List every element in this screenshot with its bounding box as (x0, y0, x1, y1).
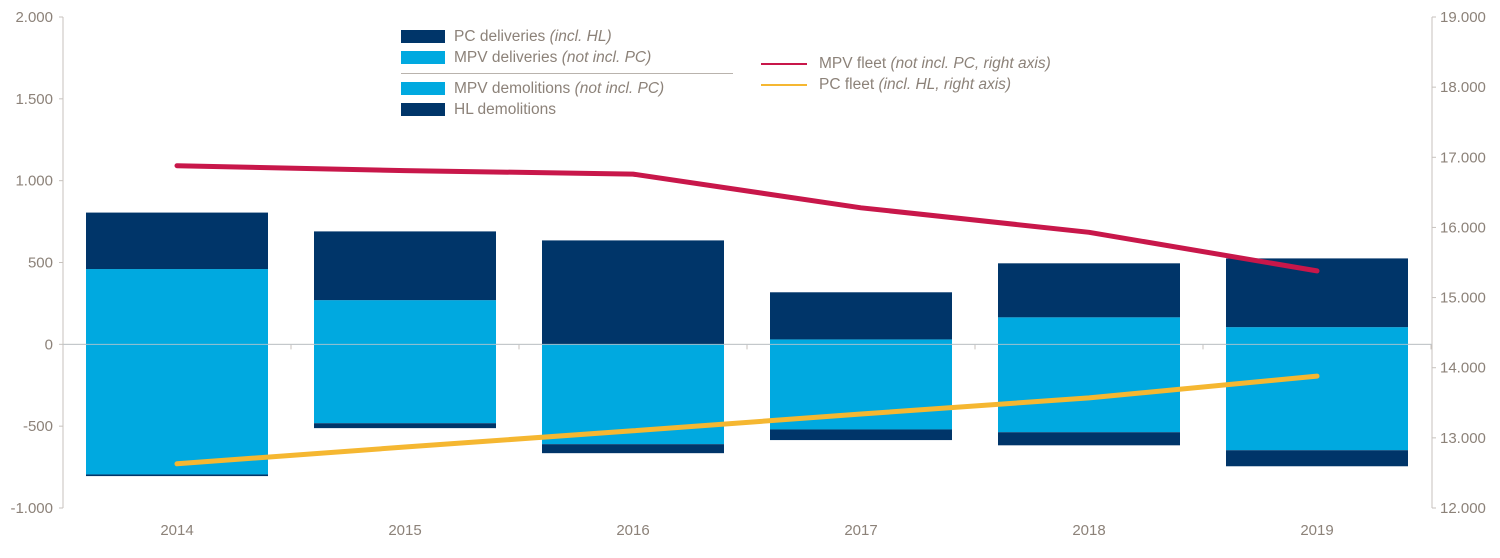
legend-divider (401, 73, 733, 74)
bar-hl-demolitions-2018 (998, 432, 1180, 446)
bar-hl-demolitions-2016 (542, 444, 724, 454)
bar-pc-deliveries-2014 (86, 212, 268, 270)
x-axis-tick-labels: 2014 2015 2016 2017 2018 2019 (160, 522, 1333, 539)
left-axis-tick-label: 500 (28, 255, 53, 272)
lines (174, 163, 1320, 467)
legend-swatch-pc-deliveries (401, 30, 445, 43)
bar-hl-demolitions-2015 (314, 423, 496, 429)
legend-item-pc-fleet: PC fleet (incl. HL, right axis) (761, 74, 1051, 95)
legend-label: HL demolitions (454, 100, 556, 118)
line-mpv-fleet (174, 163, 1320, 274)
x-axis-tick-label: 2014 (160, 522, 193, 539)
bar-mpv-deliveries-2015 (314, 300, 496, 345)
right-axis-tick-label: 18.000 (1440, 79, 1486, 96)
right-axis-tick-label: 14.000 (1440, 360, 1486, 377)
x-axis-tick-label: 2019 (1300, 522, 1333, 539)
bar-mpv-deliveries-2018 (998, 317, 1180, 345)
legend-label: MPV deliveries (454, 48, 558, 66)
left-axis-tick-label: 1.500 (15, 91, 53, 108)
left-axis-tick-label: 0 (45, 336, 53, 353)
legend-item-hl-demolitions: HL demolitions (401, 99, 733, 120)
right-axis-tick-labels: 19.000 18.000 17.000 16.000 15.000 14.000 13.0… (1440, 9, 1486, 517)
legend-note: (not incl. PC, right axis) (890, 54, 1051, 72)
bar-mpv-deliveries-2017 (770, 339, 952, 345)
right-axis-tick-label: 12.000 (1440, 500, 1486, 517)
left-axis-tick-label: -500 (23, 418, 53, 435)
left-axis-tick-label: -1.000 (10, 500, 53, 517)
right-axis-tick-label: 17.000 (1440, 149, 1486, 166)
right-axis-tick-label: 15.000 (1440, 290, 1486, 307)
bar-pc-deliveries-2015 (314, 231, 496, 301)
right-axis-tick-label: 19.000 (1440, 9, 1486, 26)
x-axis-tick-label: 2017 (844, 522, 877, 539)
bar-pc-deliveries-2018 (998, 263, 1180, 318)
bar-hl-demolitions-2019 (1226, 450, 1408, 467)
left-axis-tick-labels: 2.000 1.500 1.000 500 0 -500 -1.000 (10, 9, 53, 517)
legend-note: (incl. HL) (549, 27, 612, 45)
right-axis-tick-label: 13.000 (1440, 430, 1486, 447)
legend-label: MPV demolitions (454, 79, 571, 97)
legend-swatch-mpv-deliveries (401, 51, 445, 64)
legend-note: (not incl. PC) (561, 48, 652, 66)
legend-label: PC fleet (819, 75, 875, 93)
legend-label: MPV fleet (819, 54, 887, 72)
legend-item-mpv-demolitions: MPV demolitions (not incl. PC) (401, 78, 733, 99)
legend-swatch-hl-demolitions (401, 103, 445, 116)
legend-swatch-pc-fleet (761, 83, 807, 86)
right-axis-tick-label: 16.000 (1440, 219, 1486, 236)
legend-bars: PC deliveries (incl. HL) MPV deliveries … (401, 26, 733, 120)
left-axis-tick-label: 1.000 (15, 173, 53, 190)
bar-pc-deliveries-2017 (770, 292, 952, 340)
x-axis-tick-label: 2018 (1072, 522, 1105, 539)
bar-mpv-demolitions-2015 (314, 344, 496, 424)
legend-item-pc-deliveries: PC deliveries (incl. HL) (401, 26, 733, 47)
bar-hl-demolitions-2017 (770, 429, 952, 441)
legend-label: PC deliveries (454, 27, 546, 45)
bar-mpv-deliveries-2019 (1226, 327, 1408, 345)
x-axis-tick-label: 2016 (616, 522, 649, 539)
legend-item-mpv-fleet: MPV fleet (not incl. PC, right axis) (761, 53, 1051, 74)
bars (63, 212, 1432, 477)
legend-swatch-mpv-demolitions (401, 82, 445, 95)
legend-note: (incl. HL, right axis) (878, 75, 1012, 93)
bar-mpv-demolitions-2014 (86, 344, 268, 475)
x-axis-tick-label: 2015 (388, 522, 421, 539)
left-axis-tick-label: 2.000 (15, 9, 53, 26)
line-pc-fleet (174, 373, 1320, 467)
bar-mpv-demolitions-2018 (998, 344, 1180, 433)
legend-lines: MPV fleet (not incl. PC, right axis) PC … (761, 53, 1051, 95)
bar-pc-deliveries-2016 (542, 240, 724, 345)
legend-swatch-mpv-fleet (761, 62, 807, 65)
legend-note: (not incl. PC) (574, 79, 665, 97)
bar-mpv-deliveries-2014 (86, 269, 268, 345)
legend-item-mpv-deliveries: MPV deliveries (not incl. PC) (401, 47, 733, 68)
bar-hl-demolitions-2014 (86, 474, 268, 477)
bar-mpv-demolitions-2019 (1226, 344, 1408, 451)
